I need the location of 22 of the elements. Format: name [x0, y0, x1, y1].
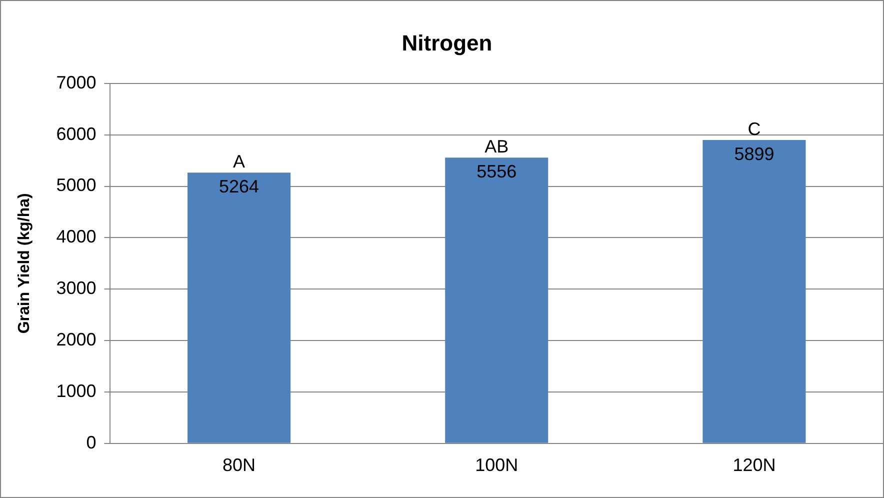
- bar: [702, 140, 806, 443]
- y-tick-label: 1000: [56, 380, 96, 401]
- data-label: 5556: [476, 162, 517, 182]
- y-tick-label: 5000: [56, 175, 96, 196]
- annotation: AB: [484, 136, 509, 157]
- y-tick-label: 2000: [56, 330, 96, 350]
- annotation: A: [233, 152, 246, 172]
- x-tick-label: 100N: [475, 455, 518, 476]
- x-tick-label: 80N: [222, 455, 256, 476]
- chart-title: Nitrogen: [402, 30, 492, 56]
- y-tick-label: 4000: [56, 226, 96, 247]
- x-tick-label: 120N: [732, 455, 776, 476]
- y-tick-label: 3000: [56, 278, 96, 298]
- y-tick-label: 6000: [56, 124, 96, 144]
- y-tick-label: 0: [86, 432, 96, 452]
- y-tick-label: 7000: [56, 72, 96, 92]
- y-axis-title: Grain Yield (kg/ha): [16, 193, 34, 334]
- annotation: C: [748, 118, 761, 139]
- bar: [188, 172, 291, 443]
- data-label: 5899: [734, 144, 774, 164]
- bar: [445, 158, 548, 443]
- data-label: 5264: [219, 176, 260, 197]
